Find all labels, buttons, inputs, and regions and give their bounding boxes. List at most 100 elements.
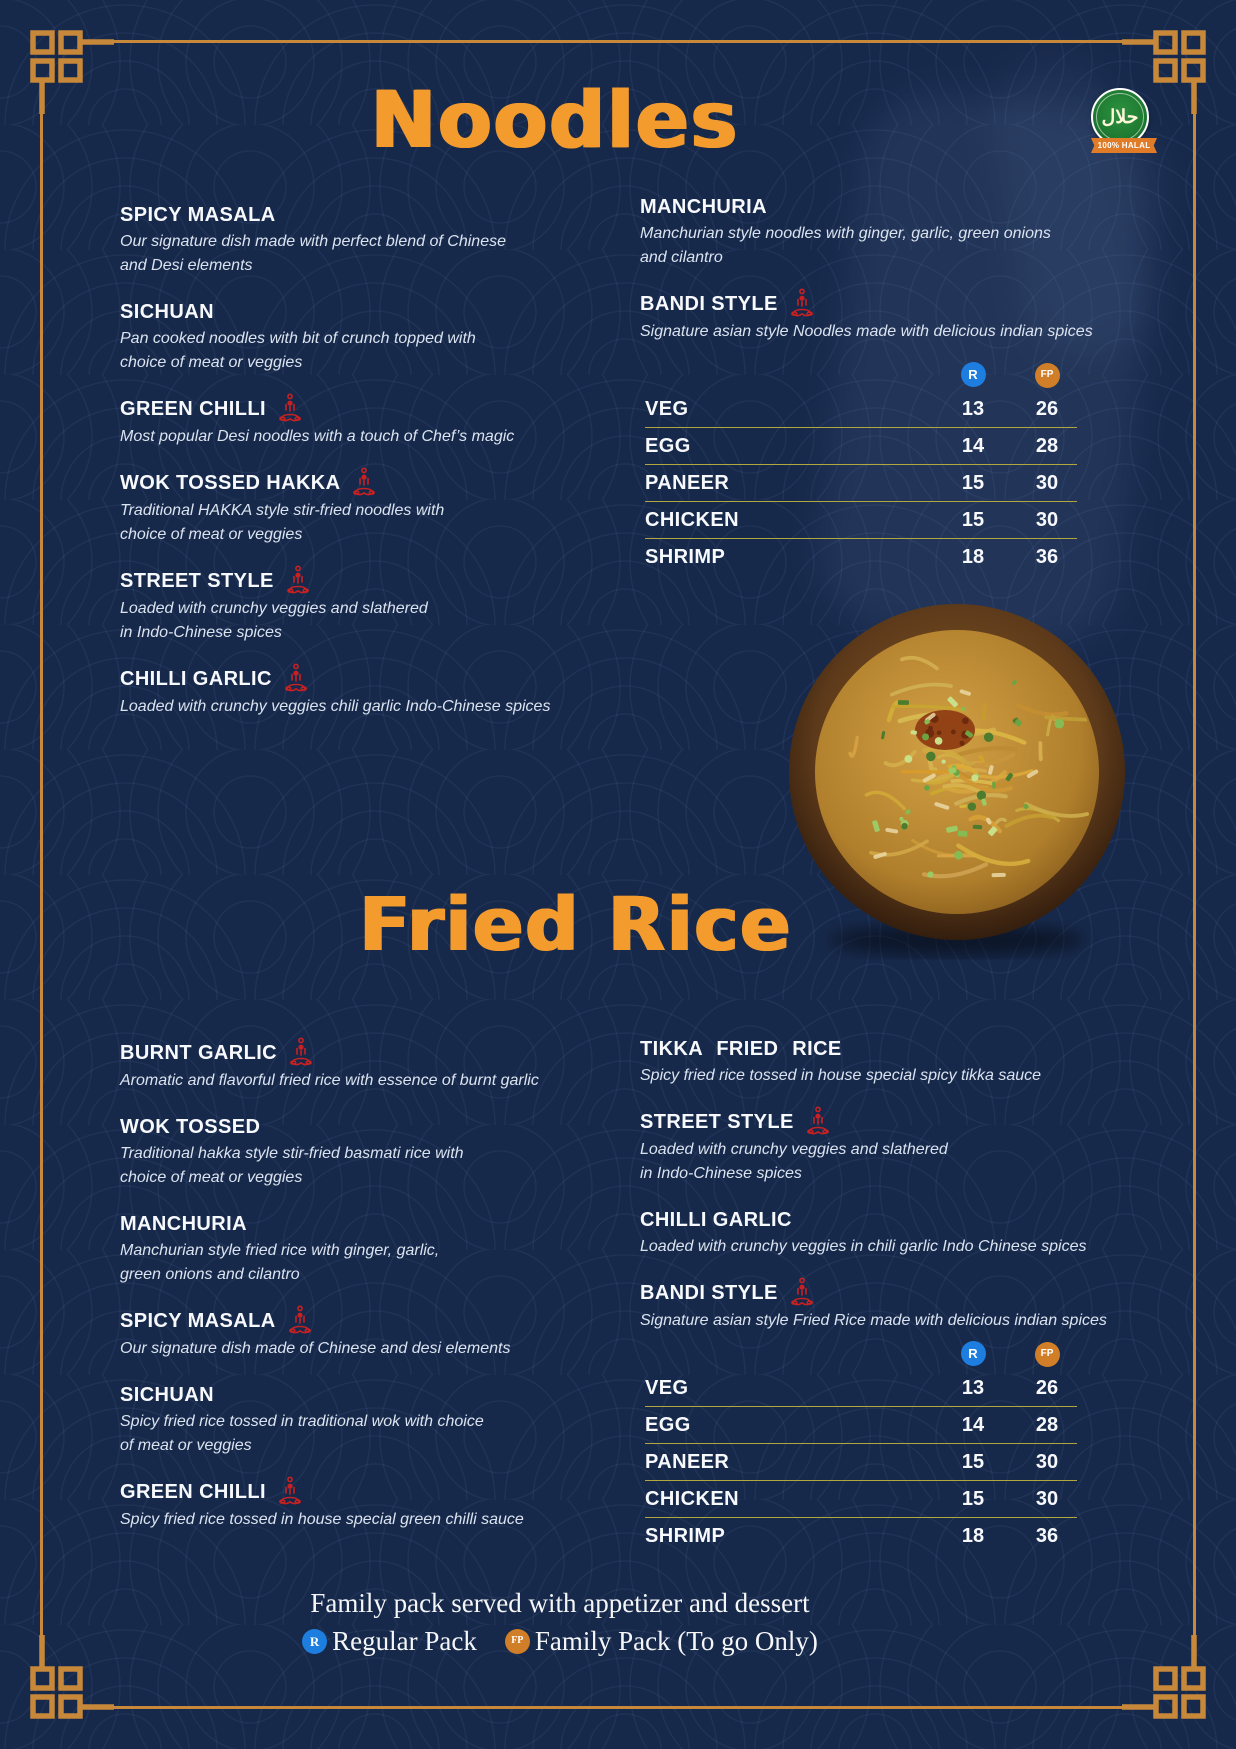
menu-item-spicy-masala: SPICY MASALA Our signature dish made wit… bbox=[120, 202, 590, 278]
price-row-egg: EGG 14 28 bbox=[645, 428, 1077, 465]
family-pack-label: Family Pack (To go Only) bbox=[534, 1626, 818, 1656]
menu-item-name: BURNT GARLIC bbox=[120, 1042, 278, 1064]
menu-item-name: TIKKA FRIED RICE bbox=[640, 1038, 842, 1060]
spice-meditator-icon bbox=[286, 565, 310, 595]
price-header-row: R FP bbox=[645, 1338, 1077, 1368]
menu-item-desc: Manchurian style noodles with ginger, ga… bbox=[640, 225, 1051, 266]
pack-legend: R Regular Pack FP Family Pack (To go Onl… bbox=[0, 1626, 1120, 1656]
menu-item-name: BANDI STYLE bbox=[640, 293, 778, 315]
menu-item-wok-tossed-hakka: WOK TOSSED HAKKA Traditional HAKKA style… bbox=[120, 467, 590, 547]
menu-item-street-style: STREET STYLE Loaded with crunchy veggies… bbox=[640, 1106, 1185, 1186]
spice-meditator-icon bbox=[278, 393, 302, 423]
corner-knot-ornament bbox=[1122, 30, 1206, 114]
menu-item-name: MANCHURIA bbox=[120, 1213, 247, 1235]
noodles-right-column: MANCHURIA Manchurian style noodles with … bbox=[640, 194, 1185, 365]
spice-meditator-icon bbox=[790, 1277, 814, 1307]
frame-border-right bbox=[1193, 114, 1196, 1635]
menu-item-name: WOK TOSSED HAKKA bbox=[120, 472, 341, 494]
menu-item-name: STREET STYLE bbox=[640, 1111, 794, 1133]
menu-item-desc: Pan cooked noodles with bit of crunch to… bbox=[120, 330, 476, 371]
price-row-chicken: CHICKEN 15 30 bbox=[645, 1481, 1077, 1518]
price-row-chicken: CHICKEN 15 30 bbox=[645, 502, 1077, 539]
spice-meditator-icon bbox=[288, 1305, 312, 1335]
menu-item-name: SPICY MASALA bbox=[120, 1310, 276, 1332]
price-row-shrimp: SHRIMP 18 36 bbox=[645, 1524, 1059, 1547]
fried-rice-left-column: BURNT GARLIC Aromatic and flavorful frie… bbox=[120, 1037, 590, 1553]
menu-item-bandi-style: BANDI STYLE Signature asian style Fried … bbox=[640, 1277, 1185, 1333]
menu-item-name: SPICY MASALA bbox=[120, 204, 276, 226]
spice-meditator-icon bbox=[284, 663, 308, 693]
regular-pack-badge: R bbox=[960, 1340, 986, 1366]
price-row-veg: VEG 13 26 bbox=[645, 1370, 1077, 1407]
menu-item-name: MANCHURIA bbox=[640, 196, 767, 218]
menu-item-desc: Our signature dish made with perfect ble… bbox=[120, 233, 506, 274]
menu-item-desc: Loaded with crunchy veggies and slathere… bbox=[640, 1141, 948, 1182]
menu-item-tikka-fried-rice: TIKKA FRIED RICE Spicy fried rice tossed… bbox=[640, 1036, 1185, 1088]
menu-item-name: SICHUAN bbox=[120, 1384, 214, 1406]
menu-item-name: GREEN CHILLI bbox=[120, 398, 266, 420]
price-row-veg: VEG 13 26 bbox=[645, 391, 1077, 428]
price-row-egg: EGG 14 28 bbox=[645, 1407, 1077, 1444]
menu-item-desc: Spicy fried rice tossed in house special… bbox=[640, 1067, 1042, 1084]
menu-item-street-style: STREET STYLE Loaded with crunchy veggies… bbox=[120, 565, 590, 645]
menu-item-name: BANDI STYLE bbox=[640, 1282, 778, 1304]
halal-badge: حلال 100% HALAL bbox=[1091, 88, 1157, 153]
menu-item-manchuria: MANCHURIA Manchurian style fried rice wi… bbox=[120, 1211, 590, 1287]
menu-item-desc: Our signature dish made of Chinese and d… bbox=[120, 1340, 511, 1357]
noodle-bowl-photo bbox=[789, 604, 1125, 956]
menu-item-green-chilli: GREEN CHILLI Most popular Desi noodles w… bbox=[120, 393, 590, 449]
family-pack-badge: FP bbox=[504, 1628, 530, 1654]
regular-pack-badge: R bbox=[960, 361, 986, 387]
footer: Family pack served with appetizer and de… bbox=[0, 1588, 1120, 1656]
menu-item-chilli-garlic: CHILLI GARLIC Loaded with crunchy veggie… bbox=[640, 1207, 1185, 1259]
menu-item-name: GREEN CHILLI bbox=[120, 1481, 266, 1503]
menu-item-chilli-garlic: CHILLI GARLIC Loaded with crunchy veggie… bbox=[120, 663, 590, 719]
fried-rice-section-title: Fried Rice bbox=[359, 882, 793, 968]
menu-item-name: STREET STYLE bbox=[120, 570, 274, 592]
menu-item-desc: Traditional hakka style stir-fried basma… bbox=[120, 1145, 464, 1186]
spice-meditator-icon bbox=[278, 1476, 302, 1506]
corner-knot-ornament bbox=[30, 30, 114, 114]
menu-item-burnt-garlic: BURNT GARLIC Aromatic and flavorful frie… bbox=[120, 1037, 590, 1093]
price-row-shrimp: SHRIMP 18 36 bbox=[645, 545, 1059, 568]
menu-item-green-chilli: GREEN CHILLI Spicy fried rice tossed in … bbox=[120, 1476, 590, 1532]
menu-item-sichuan: SICHUAN Pan cooked noodles with bit of c… bbox=[120, 299, 590, 375]
family-pack-badge: FP bbox=[1034, 1341, 1060, 1367]
fried-rice-right-column: TIKKA FRIED RICE Spicy fried rice tossed… bbox=[640, 1036, 1185, 1354]
menu-item-desc: Traditional HAKKA style stir-fried noodl… bbox=[120, 502, 445, 543]
price-header-row: R FP bbox=[645, 359, 1077, 389]
regular-pack-label: Regular Pack bbox=[332, 1626, 477, 1656]
frame-border-left bbox=[40, 114, 43, 1635]
corner-knot-ornament bbox=[30, 1635, 114, 1719]
menu-item-desc: Loaded with crunchy veggies in chili gar… bbox=[640, 1238, 1087, 1255]
spice-meditator-icon bbox=[790, 288, 814, 318]
menu-item-desc: Spicy fried rice tossed in house special… bbox=[120, 1511, 524, 1528]
noodles-left-column: SPICY MASALA Our signature dish made wit… bbox=[120, 202, 590, 740]
menu-item-desc: Aromatic and flavorful fried rice with e… bbox=[120, 1072, 539, 1089]
menu-item-desc: Loaded with crunchy veggies chili garlic… bbox=[120, 698, 551, 715]
spice-meditator-icon bbox=[289, 1037, 313, 1067]
halal-ribbon-label: 100% HALAL bbox=[1091, 138, 1157, 153]
family-pack-legend: FP Family Pack (To go Only) bbox=[504, 1626, 818, 1656]
menu-item-wok-tossed: WOK TOSSED Traditional hakka style stir-… bbox=[120, 1114, 590, 1190]
regular-pack-badge: R bbox=[302, 1628, 328, 1654]
family-pack-note: Family pack served with appetizer and de… bbox=[310, 1588, 810, 1618]
menu-item-desc: Most popular Desi noodles with a touch o… bbox=[120, 428, 515, 445]
price-row-paneer: PANEER 15 30 bbox=[645, 465, 1077, 502]
fried-rice-price-table: R FP VEG 13 26 EGG 14 28 PANEER 15 30 CHICKEN 1… bbox=[645, 1338, 1077, 1554]
menu-item-sichuan: SICHUAN Spicy fried rice tossed in tradi… bbox=[120, 1382, 590, 1458]
frame-border-bottom bbox=[114, 1706, 1122, 1709]
menu-item-bandi-style: BANDI STYLE Signature asian style Noodle… bbox=[640, 288, 1185, 344]
regular-pack-legend: R Regular Pack bbox=[302, 1626, 477, 1656]
noodles-section-title: Noodles bbox=[370, 76, 740, 166]
menu-item-desc: Loaded with crunchy veggies and slathere… bbox=[120, 600, 428, 641]
frame-border-top bbox=[114, 40, 1122, 43]
menu-item-name: WOK TOSSED bbox=[120, 1116, 261, 1138]
spice-meditator-icon bbox=[806, 1106, 830, 1136]
noodles-price-table: R FP VEG 13 26 EGG 14 28 PANEER 15 30 CHICKEN 1… bbox=[645, 359, 1077, 575]
menu-item-name: CHILLI GARLIC bbox=[120, 668, 272, 690]
menu-item-name: CHILLI GARLIC bbox=[640, 1209, 792, 1231]
menu-item-spicy-masala: SPICY MASALA Our signature dish made of … bbox=[120, 1305, 590, 1361]
menu-item-manchuria: MANCHURIA Manchurian style noodles with … bbox=[640, 194, 1185, 270]
